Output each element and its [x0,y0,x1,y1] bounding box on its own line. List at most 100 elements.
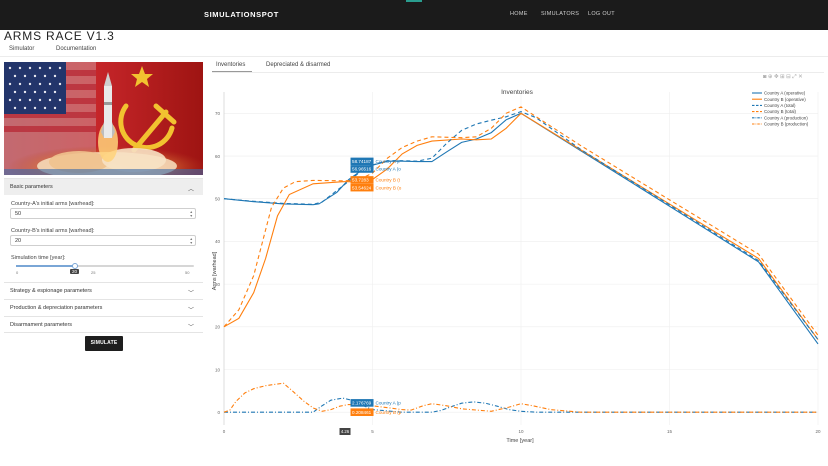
y-tick-label: 30 [215,282,221,287]
soviet-star-icon [131,66,153,87]
nav-simulators[interactable]: SIMULATORS [541,11,580,17]
inventories-chart[interactable]: 0 10 20 30 40 50 60 70 0 5 10 15 20 58.74187 Country … [206,82,826,452]
tab-divider [0,56,828,57]
zoom-icon[interactable]: ⊕ [767,74,774,80]
slider-fill [16,265,75,267]
hover-x-box [339,428,351,435]
production-depreciation-header[interactable]: Production & depreciation parameters ﹀ [4,299,203,316]
country-b-arms-value: 20 [15,238,22,244]
hover-value: 2.176769 [352,401,372,406]
nav-home[interactable]: HOME [510,11,528,17]
y-tick-label: 70 [215,111,221,116]
country-b-arms-label: Country-B's initial arms [warhead]: [11,228,95,234]
hover-series-name: Country A (o [376,167,402,172]
hover-value-box [350,176,374,184]
chart-tab-divider [212,72,824,73]
simulation-time-slider[interactable]: 20 0 25 50 [10,261,196,279]
legend-entry: Country B (production) [764,122,809,127]
country-b-arms-input[interactable]: 20 ▲ ▼ [10,235,196,246]
simulate-button[interactable]: SIMULATE [85,336,123,351]
slider-value-badge: 20 [70,269,80,274]
navbar-accent [406,0,422,2]
chevron-down-icon: ﹀ [187,291,194,297]
chart-grid [223,92,819,425]
tab-inventories[interactable]: Inventories [216,62,246,68]
number-stepper-icon[interactable]: ▲ ▼ [189,210,193,218]
strategy-espionage-label: Strategy & espionage parameters [10,288,92,294]
hover-value: 58.74187 [352,159,372,164]
slider-tick-max: 50 [185,270,190,275]
x-tick-label: 0 [223,429,226,434]
slider-thumb[interactable] [72,263,78,269]
hover-value: 56.96516 [352,167,372,172]
hover-value: 0.208461 [352,410,372,415]
rocket-icon [101,72,115,138]
slider-tick-mid: 25 [91,270,96,275]
tab-simulator[interactable]: Simulator [9,46,35,52]
hover-series-name: Country A (p [376,401,402,406]
hover-series-name: Country A (t [376,159,401,164]
chevron-down-icon: ﹀ [187,308,194,314]
y-tick-label: 40 [215,239,221,244]
chart-hover: 58.74187 Country A (t 56.96516 Country A (o… [339,157,402,435]
basic-parameters-header[interactable]: Basic parameters ︿ [4,178,203,195]
us-flag-canton [4,62,66,114]
zoom-out-icon[interactable]: ⊟ [786,74,793,80]
tab-documentation[interactable]: Documentation [56,46,97,52]
hover-value-box [350,408,374,416]
series-line [223,106,819,336]
disarmament-header[interactable]: Disarmament parameters ﹀ [4,316,203,333]
camera-icon[interactable]: ◙ [763,74,768,80]
y-axis-label: Arms [warhead] [212,251,218,290]
slider-track[interactable] [16,265,194,267]
chart-axes: 0 10 20 30 40 50 60 70 0 5 10 15 20 [215,92,821,434]
country-a-arms-value: 50 [15,211,22,217]
hover-value-box [350,165,374,173]
legend-entry: Country A (operative) [764,91,806,96]
y-tick-label: 20 [215,325,221,330]
x-tick-label: 5 [371,429,374,434]
simulation-time-label: Simulation time [year]: [11,255,66,261]
y-tick-label: 60 [215,154,221,159]
hover-series-name: Country B (p [376,410,402,415]
slider-tick-min: 0 [16,270,19,275]
strategy-espionage-header[interactable]: Strategy & espionage parameters ﹀ [4,282,203,299]
hero-image [4,62,203,175]
chart-lines [223,106,819,413]
series-line [223,112,819,345]
hover-value-box [350,399,374,407]
legend-entry: Country A (production) [764,115,808,120]
country-a-arms-label: Country-A's initial arms [warhead]: [11,201,95,207]
hover-x-value: 4.26 [341,429,350,434]
legend-entry: Country B (operative) [764,97,806,102]
top-navbar: SIMULATIONSPOT HOME SIMULATORS LOG OUT [0,0,828,30]
chart-legend: Country A (operative)Country B (operativ… [752,91,809,127]
x-tick-label: 15 [667,429,673,434]
x-tick-label: 20 [815,429,821,434]
chevron-up-icon: ︿ [187,187,194,193]
reset-icon[interactable]: ✕ [798,74,805,80]
hover-value-box [350,157,374,166]
production-depreciation-label: Production & depreciation parameters [10,305,103,311]
basic-parameters-label: Basic parameters [10,184,53,190]
zoom-in-icon[interactable]: ⊞ [780,74,787,80]
page-title: ARMS RACE V1.3 [4,29,115,43]
series-line [223,382,818,413]
y-tick-label: 50 [215,197,221,202]
number-stepper-icon[interactable]: ▲ ▼ [189,237,193,245]
brand-logo[interactable]: SIMULATIONSPOT [204,10,279,19]
x-tick-label: 10 [518,429,524,434]
x-axis-label: Time [year] [506,438,534,444]
country-a-arms-input[interactable]: 50 ▲ ▼ [10,208,196,219]
active-tab-indicator [212,71,252,72]
legend-entry: Country A (total) [764,103,796,108]
chevron-down-icon: ﹀ [187,325,194,331]
nav-logout[interactable]: LOG OUT [588,11,615,17]
autoscale-icon[interactable]: ⤢ [792,74,799,80]
pan-icon[interactable]: ✥ [773,74,781,80]
hover-series-name: Country B (o [376,185,402,190]
hover-series-name: Country B (t [376,178,401,183]
tab-depreciated-disarmed[interactable]: Depreciated & disarmed [266,62,331,68]
hover-value: 53.7283 [352,178,369,183]
chart-modebar: ◙⊕✥⊞⊟⤢✕ [763,74,804,81]
